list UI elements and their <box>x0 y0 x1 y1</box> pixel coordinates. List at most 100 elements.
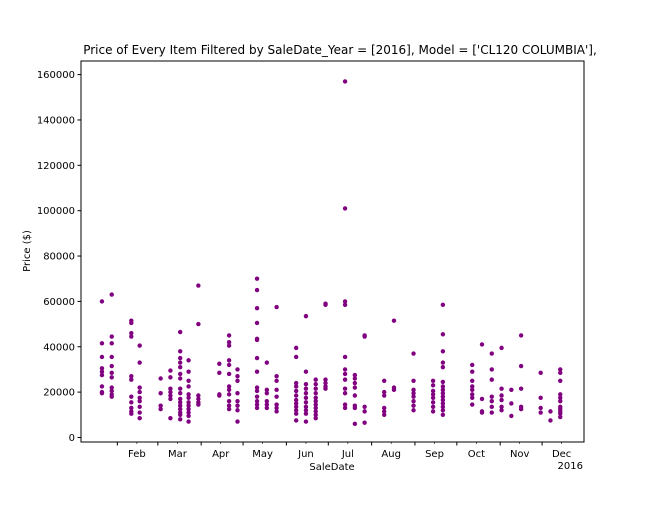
data-point <box>362 404 367 410</box>
data-point <box>293 380 299 386</box>
data-point <box>186 400 191 405</box>
data-point <box>254 287 260 293</box>
data-point <box>235 408 240 413</box>
data-point <box>440 391 446 396</box>
data-point <box>479 342 485 347</box>
data-point <box>137 410 142 415</box>
data-point <box>235 367 240 372</box>
data-point <box>109 375 114 380</box>
data-point <box>226 406 232 412</box>
data-point <box>293 418 299 423</box>
data-point <box>158 403 163 408</box>
data-point <box>342 405 348 411</box>
data-point <box>178 371 183 377</box>
data-point <box>352 372 358 378</box>
data-point <box>352 380 358 386</box>
data-point <box>158 406 163 412</box>
data-point <box>99 341 105 346</box>
x-axis-offset-label: 2016 <box>558 461 583 472</box>
data-point <box>440 397 446 403</box>
data-point <box>303 391 309 396</box>
data-point <box>489 351 494 356</box>
data-point <box>168 386 173 391</box>
data-point <box>186 358 191 363</box>
y-tick-label: 0 <box>69 433 75 444</box>
data-point <box>381 393 387 398</box>
data-point <box>186 369 191 374</box>
data-point <box>235 391 240 396</box>
y-tick-label: 20000 <box>43 388 75 399</box>
data-point <box>499 408 504 413</box>
data-point <box>226 371 232 377</box>
data-point <box>178 417 183 422</box>
data-point <box>362 420 367 425</box>
data-point <box>168 396 173 402</box>
data-point <box>129 374 134 379</box>
data-point <box>313 415 318 421</box>
data-point <box>489 377 494 382</box>
data-point <box>293 411 299 416</box>
data-point <box>548 409 553 414</box>
data-point <box>254 355 260 361</box>
data-point <box>391 318 397 323</box>
data-point <box>178 400 183 405</box>
data-point <box>129 320 134 326</box>
data-point <box>129 400 134 405</box>
data-point <box>313 409 318 414</box>
data-point <box>342 206 348 211</box>
data-point <box>109 370 114 376</box>
data-point <box>129 405 134 411</box>
data-point <box>470 362 475 368</box>
data-point <box>352 393 358 398</box>
data-point <box>558 392 563 397</box>
data-point <box>274 378 279 383</box>
data-point <box>558 414 563 420</box>
data-point <box>99 369 105 374</box>
data-point <box>440 349 446 354</box>
data-point <box>264 405 270 411</box>
data-point <box>109 292 114 297</box>
data-point <box>129 377 134 382</box>
data-point <box>137 395 142 400</box>
data-point <box>274 394 279 399</box>
data-point <box>226 398 232 404</box>
data-point <box>226 333 232 338</box>
data-point <box>158 391 163 396</box>
data-point <box>293 404 299 410</box>
data-point <box>178 355 183 361</box>
data-point <box>137 404 142 410</box>
data-point <box>129 330 134 336</box>
data-point <box>342 391 348 396</box>
data-point <box>303 386 309 391</box>
data-point <box>489 398 494 404</box>
data-point <box>235 403 240 408</box>
data-point <box>518 333 524 338</box>
data-point <box>381 409 387 414</box>
data-point <box>99 366 105 371</box>
data-point <box>226 343 232 348</box>
data-point <box>548 418 553 423</box>
data-point <box>254 405 260 411</box>
data-point <box>226 392 232 397</box>
data-point <box>226 387 232 393</box>
data-point <box>303 408 309 413</box>
data-point <box>186 410 191 415</box>
data-point <box>264 387 270 393</box>
data-point <box>178 412 183 417</box>
data-point <box>313 402 318 407</box>
data-point <box>538 370 543 376</box>
data-point <box>323 377 328 382</box>
data-point <box>440 379 446 385</box>
data-point <box>196 396 201 402</box>
data-point <box>342 377 348 382</box>
data-point <box>342 371 348 377</box>
data-point <box>293 388 299 394</box>
data-point <box>129 334 134 339</box>
data-point <box>440 332 446 337</box>
data-point <box>430 400 436 405</box>
data-point <box>313 405 318 411</box>
data-point <box>168 393 173 398</box>
data-point <box>303 395 309 400</box>
data-point <box>168 415 173 421</box>
data-point <box>313 412 318 417</box>
